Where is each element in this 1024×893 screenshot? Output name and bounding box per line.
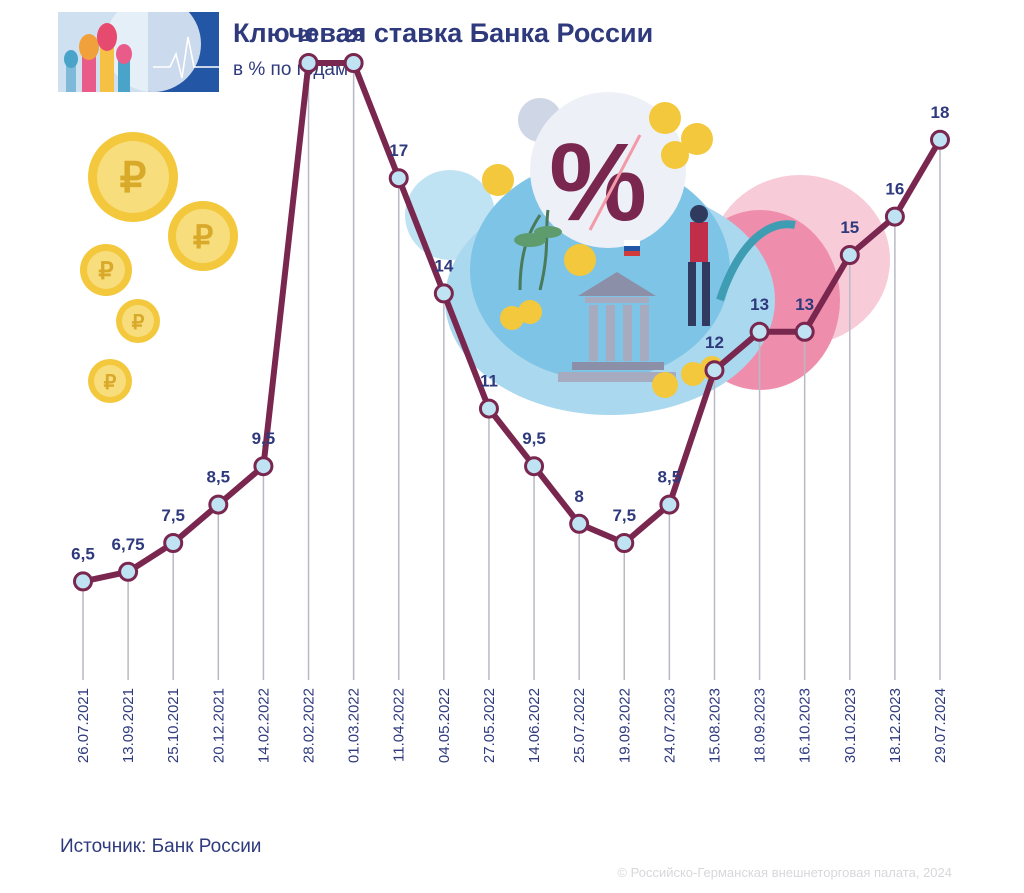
x-tick-label: 20.12.2021	[210, 688, 227, 763]
data-label: 20	[299, 26, 318, 45]
svg-text:₽: ₽	[120, 154, 147, 201]
data-label: 18	[931, 103, 950, 122]
logo	[58, 12, 219, 92]
x-tick-label: 18.09.2023	[752, 688, 769, 763]
data-label: 16	[885, 180, 904, 199]
x-tick-label: 04.05.2022	[436, 688, 453, 763]
data-label: 7,5	[161, 506, 185, 525]
x-tick-label: 11.04.2022	[391, 688, 408, 762]
data-label: 17	[389, 141, 408, 160]
data-label: 12	[705, 333, 724, 352]
data-point	[884, 206, 905, 227]
data-point	[118, 561, 139, 582]
data-point	[433, 283, 454, 304]
x-tick-label: 15.08.2023	[706, 688, 723, 763]
data-point	[208, 494, 229, 515]
data-label: 8,5	[658, 468, 682, 487]
source-note: Источник: Банк России	[60, 836, 262, 857]
copyright-note: © Российско-Германская внешнеторговая па…	[617, 865, 952, 880]
data-point	[524, 456, 545, 477]
svg-text:₽: ₽	[98, 258, 113, 285]
x-tick-label: 18.12.2023	[887, 688, 904, 763]
svg-text:₽: ₽	[104, 372, 117, 394]
data-label: 13	[750, 295, 769, 314]
data-label: 14	[434, 256, 453, 275]
drop-lines	[82, 63, 941, 680]
data-point	[298, 53, 319, 73]
data-point	[478, 398, 499, 419]
data-label: 13	[795, 295, 814, 314]
data-point	[659, 494, 680, 515]
data-label: 11	[480, 372, 498, 391]
data-point	[839, 245, 860, 265]
x-axis-tick-labels: 26.07.2021 13.09.2021 25.10.2021 20.12.2021…	[75, 688, 949, 763]
x-tick-label: 28.02.2022	[301, 688, 318, 763]
data-labels: 6,5 6,75 7,5 8,5 9,5 20 20 17 14 11 9,5 8 7,5 8,5 12 13…	[71, 26, 949, 563]
data-point	[388, 168, 409, 189]
x-tick-label: 19.09.2022	[616, 688, 633, 763]
data-point	[794, 321, 815, 342]
x-tick-label: 25.10.2021	[165, 688, 182, 763]
svg-text:₽: ₽	[132, 312, 145, 334]
data-point	[704, 360, 725, 381]
x-tick-label: 14.06.2022	[526, 688, 543, 763]
x-tick-label: 29.07.2024	[932, 688, 949, 763]
data-point	[614, 533, 635, 553]
data-label: 9,5	[252, 429, 276, 448]
x-tick-label: 30.10.2023	[842, 688, 859, 763]
data-point	[343, 53, 364, 73]
data-point	[163, 533, 184, 553]
data-point	[253, 456, 274, 477]
data-markers	[73, 53, 950, 592]
data-point	[749, 321, 770, 342]
x-tick-label: 25.07.2022	[571, 688, 588, 763]
x-tick-label: 27.05.2022	[481, 688, 498, 763]
data-label: 6,5	[71, 544, 95, 563]
coins-illustration: ₽ ₽ ₽ ₽ ₽	[80, 132, 238, 403]
data-label: 6,75	[112, 535, 145, 554]
x-tick-label: 14.02.2022	[255, 688, 272, 763]
data-point	[569, 513, 590, 534]
data-label: 8,5	[206, 468, 230, 487]
x-tick-label: 26.07.2021	[75, 688, 92, 763]
svg-text:%: %	[549, 121, 647, 244]
data-point	[73, 571, 93, 592]
data-label: 8	[574, 487, 583, 506]
data-label: 7,5	[612, 506, 636, 525]
data-label: 20	[344, 26, 363, 45]
x-tick-label: 24.07.2023	[661, 688, 678, 763]
x-tick-label: 16.10.2023	[797, 688, 814, 763]
bank-illustration: %	[405, 92, 890, 415]
data-label: 9,5	[522, 429, 546, 448]
x-tick-label: 01.03.2022	[346, 688, 363, 763]
svg-text:₽: ₽	[193, 219, 213, 255]
data-point	[930, 129, 950, 150]
chart-title: Ключевая ставка Банка России	[233, 18, 654, 48]
data-label: 15	[840, 218, 859, 237]
x-tick-label: 13.09.2021	[120, 688, 137, 763]
